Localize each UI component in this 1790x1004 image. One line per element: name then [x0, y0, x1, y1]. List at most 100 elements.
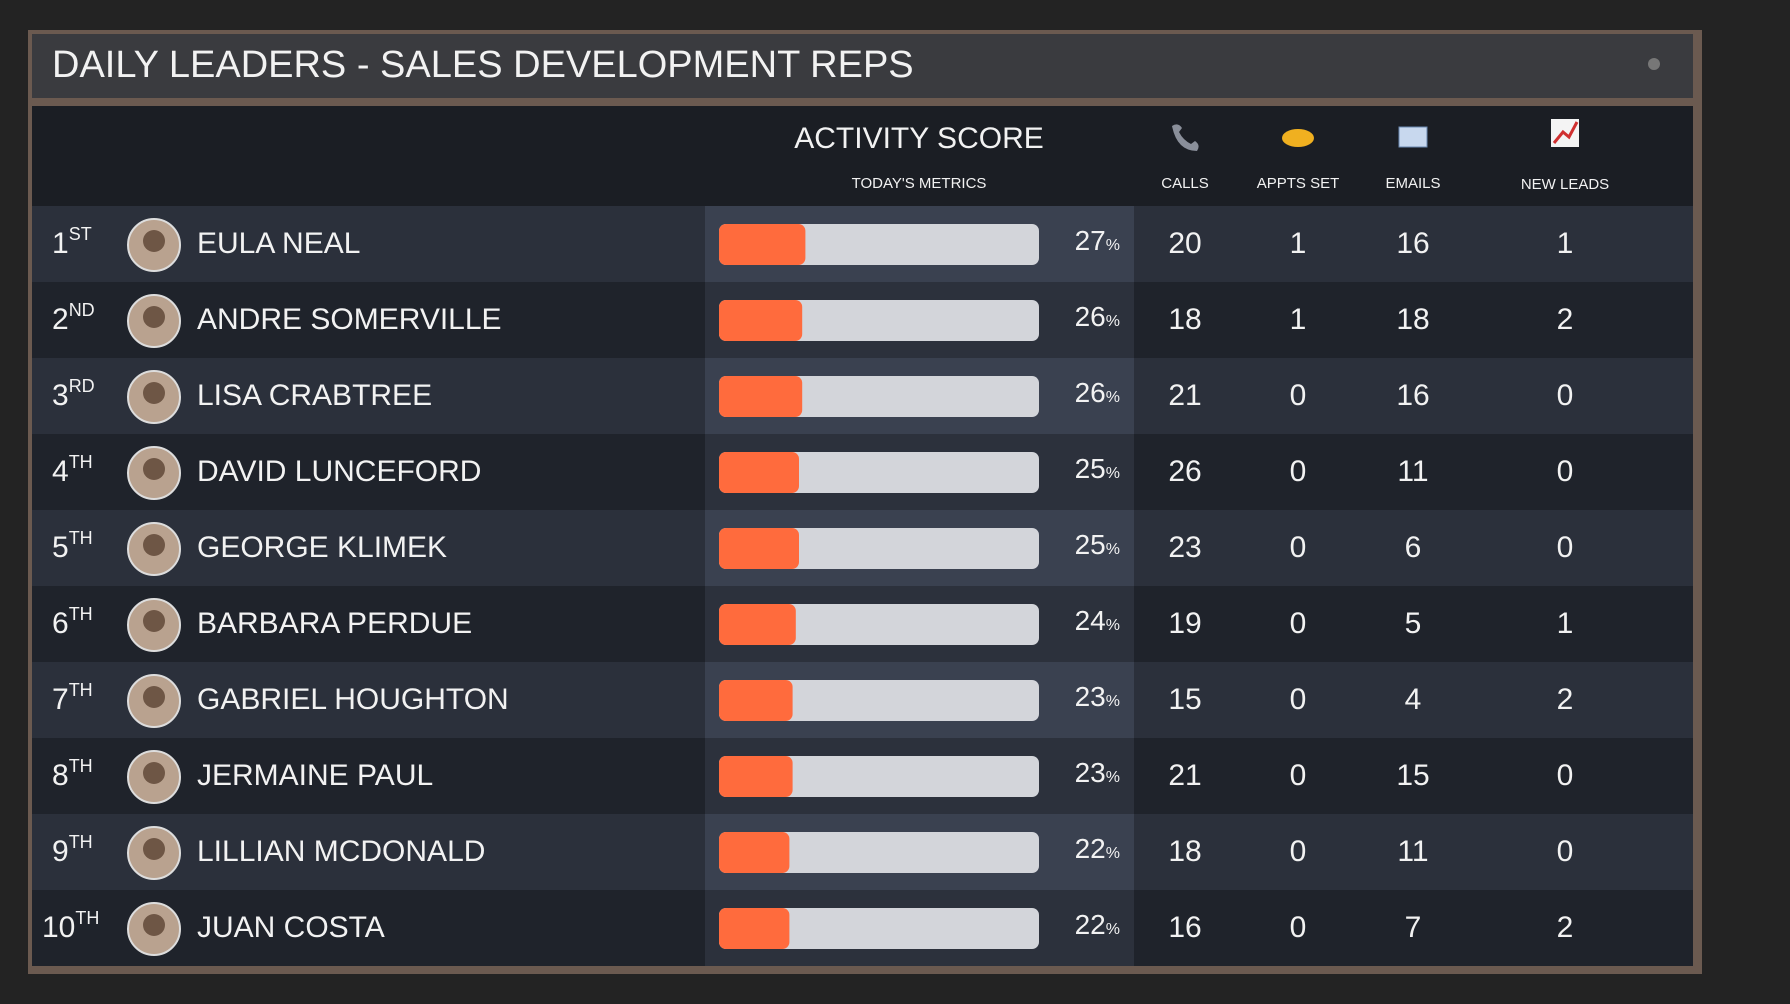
- rank-number: 3: [52, 379, 69, 412]
- rep-name: GABRIEL HOUGHTON: [197, 683, 509, 716]
- rank-suffix: TH: [75, 908, 99, 928]
- score-bar: [719, 604, 796, 645]
- col-calls: CALLS: [1161, 175, 1209, 192]
- avatar-face: [143, 610, 165, 632]
- rep-name: DAVID LUNCEFORD: [197, 455, 481, 488]
- emails-value: 18: [1396, 303, 1429, 336]
- title-bar: [32, 34, 1693, 98]
- avatar-face: [143, 230, 165, 252]
- emails-value: 11: [1397, 455, 1428, 488]
- appts-value: 0: [1290, 911, 1307, 944]
- title: DAILY LEADERS - SALES DEVELOPMENT REPS: [52, 44, 914, 86]
- settings-icon[interactable]: [1648, 58, 1660, 70]
- score-number: 23: [1075, 757, 1106, 788]
- calls-value: 18: [1168, 303, 1201, 336]
- leads-value: 0: [1557, 379, 1574, 412]
- appts-value: 0: [1290, 455, 1307, 488]
- calls-value: 16: [1168, 911, 1201, 944]
- leads-value: 1: [1557, 227, 1574, 260]
- score-bar: [719, 224, 806, 265]
- appts-value: 1: [1290, 303, 1307, 336]
- appts-icon: [1282, 129, 1314, 147]
- score-number: 22: [1075, 833, 1106, 864]
- rank: 5TH: [52, 528, 93, 564]
- rank-suffix: TH: [69, 832, 93, 852]
- rank-number: 9: [52, 835, 69, 868]
- appts-value: 1: [1290, 227, 1307, 260]
- score-bar: [719, 376, 803, 417]
- rep-name: LISA CRABTREE: [197, 379, 432, 412]
- emails-value: 11: [1397, 835, 1428, 868]
- rank-suffix: RD: [69, 376, 95, 396]
- score-number: 25: [1075, 453, 1106, 484]
- avatar-face: [143, 838, 165, 860]
- rep-name: GEORGE KLIMEK: [197, 531, 447, 564]
- rank-number: 4: [52, 455, 69, 488]
- score-unit: %: [1106, 313, 1120, 330]
- score-value: 26%: [1075, 377, 1120, 408]
- score-track: [719, 756, 1039, 797]
- score-value: 22%: [1075, 909, 1120, 940]
- rank-number: 6: [52, 607, 69, 640]
- rank-number: 5: [52, 531, 69, 564]
- score-bar: [719, 452, 799, 493]
- leads-value: 0: [1557, 455, 1574, 488]
- rep-name: JUAN COSTA: [197, 911, 385, 944]
- avatar-face: [143, 686, 165, 708]
- avatar-face: [143, 382, 165, 404]
- score-number: 26: [1075, 377, 1106, 408]
- rank-number: 7: [52, 683, 69, 716]
- col-score: ACTIVITY SCORE: [794, 122, 1044, 155]
- rank-suffix: ND: [69, 300, 95, 320]
- emails-value: 5: [1405, 607, 1422, 640]
- score-value: 23%: [1075, 757, 1120, 788]
- leads-value: 2: [1557, 683, 1574, 716]
- score-value: 25%: [1075, 529, 1120, 560]
- appts-value: 0: [1290, 835, 1307, 868]
- col-emails: EMAILS: [1385, 175, 1440, 192]
- appts-value: 0: [1290, 379, 1307, 412]
- score-bar: [719, 680, 793, 721]
- score-unit: %: [1106, 617, 1120, 634]
- score-track: [719, 604, 1039, 645]
- emails-icon: [1398, 126, 1428, 148]
- score-unit: %: [1106, 541, 1120, 558]
- calls-value: 21: [1168, 379, 1201, 412]
- rank: 1ST: [52, 224, 92, 260]
- avatar-face: [143, 534, 165, 556]
- rank: 3RD: [52, 376, 95, 412]
- score-value: 23%: [1075, 681, 1120, 712]
- score-value: 25%: [1075, 453, 1120, 484]
- rank: 4TH: [52, 452, 93, 488]
- rank: 7TH: [52, 680, 93, 716]
- avatar-face: [143, 458, 165, 480]
- emails-value: 16: [1396, 379, 1429, 412]
- rank-suffix: TH: [69, 452, 93, 472]
- rank-suffix: TH: [69, 528, 93, 548]
- rank-number: 1: [52, 227, 69, 260]
- leads-value: 0: [1557, 531, 1574, 564]
- score-unit: %: [1106, 845, 1120, 862]
- rank-suffix: ST: [69, 224, 92, 244]
- score-unit: %: [1106, 693, 1120, 710]
- rank-number: 2: [52, 303, 69, 336]
- score-bar: [719, 528, 799, 569]
- appts-value: 0: [1290, 607, 1307, 640]
- score-unit: %: [1106, 769, 1120, 786]
- appts-value: 0: [1290, 531, 1307, 564]
- rank-suffix: TH: [69, 680, 93, 700]
- leads-value: 1: [1557, 607, 1574, 640]
- avatar-face: [143, 914, 165, 936]
- emails-value: 7: [1405, 911, 1422, 944]
- score-value: 26%: [1075, 301, 1120, 332]
- col-leads: NEW LEADS: [1521, 176, 1609, 193]
- rep-name: BARBARA PERDUE: [197, 607, 472, 640]
- rep-name: LILLIAN MCDONALD: [197, 835, 485, 868]
- leads-value: 2: [1557, 911, 1574, 944]
- score-number: 25: [1075, 529, 1106, 560]
- emails-value: 15: [1396, 759, 1429, 792]
- calls-value: 18: [1168, 835, 1201, 868]
- rank: 2ND: [52, 300, 95, 336]
